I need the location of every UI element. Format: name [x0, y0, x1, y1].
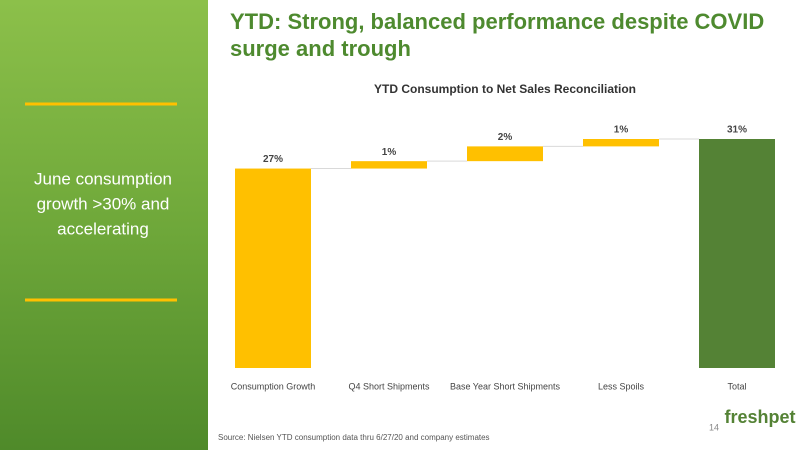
source: Source: Nielsen YTD consumption data thr…: [218, 433, 490, 442]
slide-title: YTD: Strong, balanced performance despit…: [230, 9, 764, 34]
x-tick-label: Consumption Growth: [231, 381, 316, 391]
bar: [235, 168, 311, 368]
chart-title: YTD Consumption to Net Sales Reconciliat…: [374, 82, 636, 96]
data-label: 1%: [382, 147, 397, 158]
bar: [583, 139, 659, 147]
sidebar: [0, 0, 208, 450]
bar: [351, 161, 427, 169]
sidebar-text: growth >30% and: [37, 194, 170, 213]
sidebar-text: June consumption: [34, 169, 172, 188]
x-tick-label: Q4 Short Shipments: [348, 381, 430, 391]
x-tick-label: Total: [727, 381, 746, 391]
x-tick-label: Less Spoils: [598, 381, 645, 391]
page-number: 14: [709, 422, 719, 432]
bar: [467, 146, 543, 162]
data-label: 31%: [727, 125, 747, 136]
sidebar-text: accelerating: [57, 219, 149, 238]
data-label: 2%: [498, 132, 513, 143]
chart: 27% Consumption Growth 1% Q4 Short Shipment…: [231, 125, 775, 391]
data-label: 1%: [614, 125, 629, 136]
data-label: 27%: [263, 154, 283, 165]
logo: freshpet: [724, 407, 795, 427]
bar: [699, 139, 775, 368]
x-tick-label: Base Year Short Shipments: [450, 381, 561, 391]
slide-title: surge and trough: [230, 36, 411, 61]
